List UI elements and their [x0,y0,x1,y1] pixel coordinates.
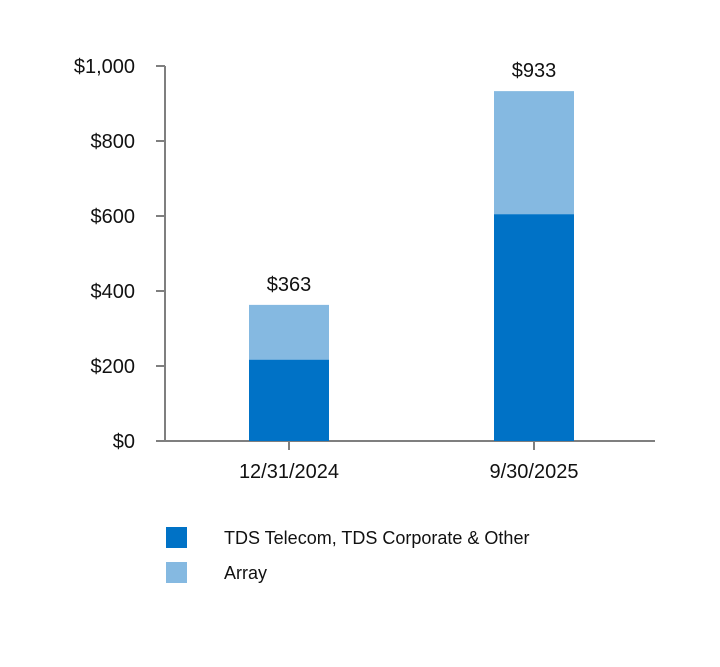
y-tick-label: $600 [91,206,136,228]
bar-segment-tds-1 [494,214,574,441]
bar-segment-array-0 [249,304,329,360]
axes: $0 $200 $400 $600 $800 $1,000 12/31/2024 9/30/2… [74,56,655,483]
bar-total-label: $933 [512,60,557,82]
labels: $363 $933 [267,60,557,296]
bars [249,91,574,441]
legend-label: TDS Telecom, TDS Corporate & Other [224,528,529,548]
y-tick-label: $1,000 [74,56,135,78]
x-tick-label: 12/31/2024 [239,461,339,483]
y-tick-label: $0 [113,431,135,453]
legend: TDS Telecom, TDS Corporate & Other Array [166,527,529,583]
legend-swatch [166,527,187,548]
y-tick-label: $800 [91,131,136,153]
bar-segment-array-1 [494,91,574,215]
y-tick-label: $400 [91,281,136,303]
y-tick-label: $200 [91,356,136,378]
bar-total-label: $363 [267,274,312,296]
legend-label: Array [224,563,267,583]
x-tick-label: 9/30/2025 [490,461,579,483]
bar-segment-tds-0 [249,359,329,441]
legend-swatch [166,562,187,583]
